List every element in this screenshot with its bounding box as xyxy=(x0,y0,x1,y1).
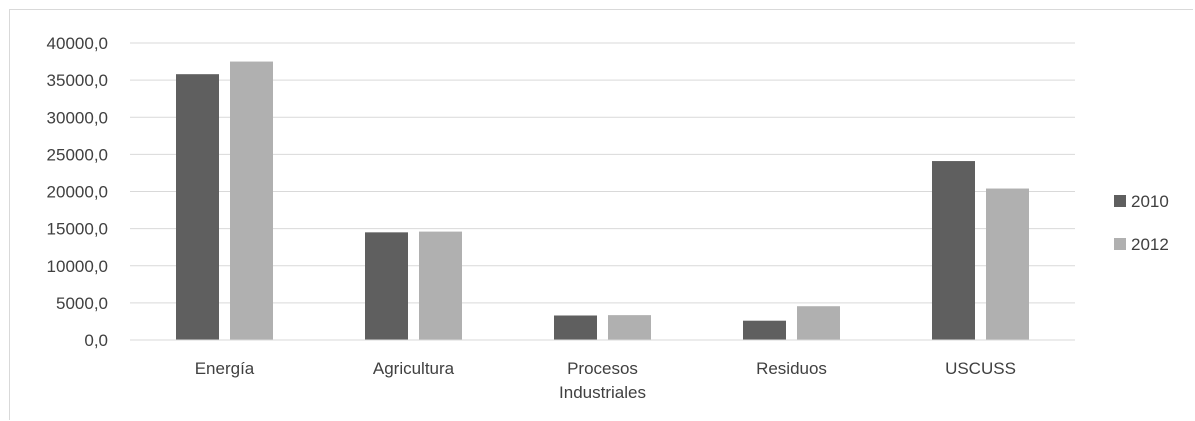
bar-2010-0 xyxy=(176,74,219,340)
x-category-label: Industriales xyxy=(559,383,646,402)
x-category-label: USCUSS xyxy=(945,359,1016,378)
x-category-label: Residuos xyxy=(756,359,827,378)
bar-2012-2 xyxy=(608,315,651,340)
gridlines xyxy=(130,42,1075,304)
x-category-label: Procesos xyxy=(567,359,638,378)
legend-swatch-2010 xyxy=(1114,195,1126,207)
bar-2010-4 xyxy=(932,161,975,340)
legend-swatch-2012 xyxy=(1114,238,1126,250)
bar-2010-3 xyxy=(743,320,786,340)
bar-2012-3 xyxy=(797,306,840,340)
y-tick-label: 40000,0 xyxy=(47,34,108,53)
y-axis-ticks: 0,0 5000,0 10000,0 15000,0 20000,0 25000,0 300… xyxy=(47,34,108,350)
y-tick-label: 10000,0 xyxy=(47,257,108,276)
x-category-label: Agricultura xyxy=(373,359,455,378)
y-tick-label: 30000,0 xyxy=(47,108,108,127)
y-tick-label: 35000,0 xyxy=(47,71,108,90)
bar-2010-2 xyxy=(554,315,597,340)
y-tick-label: 25000,0 xyxy=(47,145,108,164)
legend-label-2010: 2010 xyxy=(1131,192,1169,211)
legend-label-2012: 2012 xyxy=(1131,235,1169,254)
bar-2012-1 xyxy=(419,231,462,340)
x-axis-labels: Energía Agricultura Procesos Industriales Re… xyxy=(195,359,1016,402)
y-tick-label: 5000,0 xyxy=(56,294,108,313)
y-tick-label: 20000,0 xyxy=(47,183,108,202)
y-tick-label: 0,0 xyxy=(84,331,108,350)
legend: 2010 2012 xyxy=(1114,192,1169,254)
bar-2012-0 xyxy=(230,61,273,340)
bars xyxy=(176,61,1029,340)
bar-2010-1 xyxy=(365,232,408,340)
x-category-label: Energía xyxy=(195,359,255,378)
bar-2012-4 xyxy=(986,188,1029,340)
y-tick-label: 15000,0 xyxy=(47,220,108,239)
